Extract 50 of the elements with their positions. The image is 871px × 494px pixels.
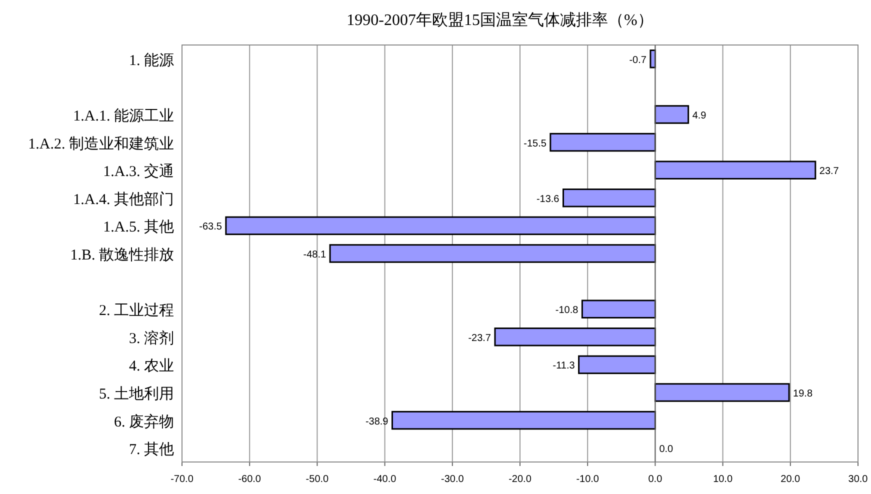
x-tick-label: -50.0: [306, 474, 330, 485]
y-tick-label: 3. 溶剂: [129, 330, 174, 347]
y-tick-label: 1.A.5. 其他: [103, 218, 174, 236]
y-tick-label: 1.B. 散逸性排放: [70, 246, 174, 264]
data-label: 4.9: [692, 110, 707, 122]
y-tick-label: 1. 能源: [129, 52, 174, 69]
bar: [654, 383, 790, 402]
data-label: -23.7: [468, 332, 492, 344]
x-tick-label: -40.0: [373, 474, 397, 485]
x-tick-label: -20.0: [508, 474, 532, 485]
data-label: -10.8: [555, 305, 579, 316]
bar: [494, 328, 656, 346]
bar: [225, 216, 656, 236]
data-label: -11.3: [552, 360, 576, 372]
x-tick-label: 30.0: [848, 474, 868, 485]
y-tick-label: 1.A.2. 制造业和建筑业: [28, 135, 174, 152]
y-tick-label: 2. 工业过程: [99, 302, 174, 320]
bar: [578, 355, 656, 374]
y-tick-label: 7. 其他: [129, 441, 174, 458]
x-tick-label: -60.0: [238, 474, 262, 485]
y-tick-label: 1.A.3. 交通: [103, 163, 174, 180]
x-tick-label: 20.0: [780, 474, 801, 485]
x-tick-label: -70.0: [170, 474, 194, 485]
bar: [650, 50, 656, 68]
x-tick-label: 10.0: [713, 474, 733, 485]
bar: [329, 244, 656, 263]
y-tick-label: 4. 农业: [129, 358, 174, 375]
bar: [654, 105, 690, 124]
y-tick-label: 5. 土地利用: [99, 386, 174, 402]
bar: [550, 132, 656, 152]
x-tick-label: 0.0: [648, 474, 663, 485]
bar: [562, 188, 656, 208]
data-label: -63.5: [199, 222, 222, 233]
data-label: -13.6: [536, 194, 560, 205]
bar: [581, 300, 656, 318]
data-label: 19.8: [793, 388, 813, 400]
x-tick-label: -30.0: [441, 474, 464, 485]
data-label: 23.7: [819, 166, 840, 178]
chart-title: 1990-2007年欧盟15国温室气体减排率（%）: [346, 11, 654, 29]
data-label: -38.9: [365, 416, 389, 428]
bar: [654, 160, 816, 180]
y-tick-label: 1.A.4. 其他部门: [73, 190, 174, 208]
data-label: -15.5: [524, 138, 547, 150]
y-tick-label: 1.A.1. 能源工业: [73, 108, 174, 124]
x-tick-label: -10.0: [576, 474, 600, 485]
data-label: 0.0: [659, 444, 674, 456]
data-label: -0.7: [629, 54, 647, 66]
bar: [391, 410, 656, 430]
y-tick-label: 6. 废弃物: [114, 413, 174, 430]
data-label: -48.1: [303, 250, 326, 260]
